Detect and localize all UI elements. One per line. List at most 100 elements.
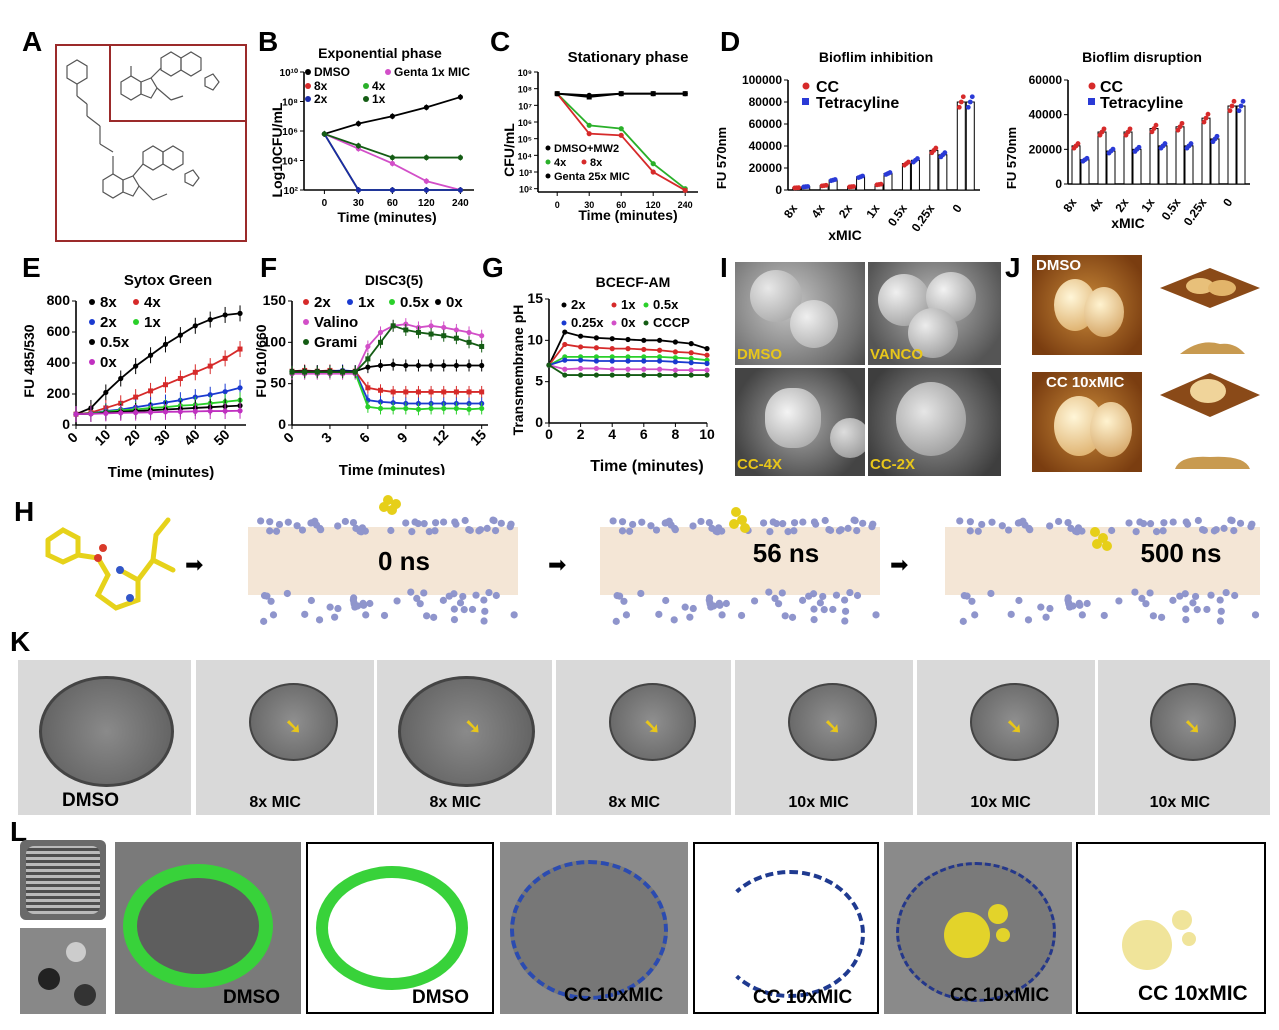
lipid-head xyxy=(1216,617,1225,625)
legend-marker xyxy=(1088,82,1096,90)
lipid-head xyxy=(1149,612,1157,620)
disc35-chart: DISC3(5) FU 610/660 Time (minutes) 15010… xyxy=(253,272,489,475)
legend-label: 8x xyxy=(314,79,328,93)
lipid-head xyxy=(1054,517,1063,526)
x-tick-label: 6 xyxy=(356,429,373,446)
bar-point xyxy=(1238,103,1244,109)
data-point xyxy=(390,389,396,395)
sem-image-cc-2x: CC-2X xyxy=(868,368,1001,476)
legend-marker xyxy=(545,173,551,179)
sim-time-0ns: 0 ns xyxy=(378,546,430,576)
y-tick-label: 10 xyxy=(527,331,543,347)
data-point xyxy=(657,354,663,360)
data-point xyxy=(415,406,422,412)
legend-label: Genta 1x MIC xyxy=(394,65,470,79)
x-tick-label: 9 xyxy=(394,429,411,446)
lipid-head xyxy=(266,518,274,526)
lipid-head xyxy=(1193,606,1201,614)
data-point xyxy=(441,333,447,339)
lipid-head xyxy=(1007,610,1015,618)
tem-image-6: ➘ 10x MIC xyxy=(917,660,1095,815)
data-point xyxy=(207,363,213,369)
y-tick-label: 0 xyxy=(1055,177,1062,191)
lipid-head xyxy=(283,589,291,598)
data-point xyxy=(377,329,384,336)
data-point xyxy=(657,347,663,353)
bar xyxy=(956,101,966,191)
cryo-label-cc-1: CC 10xMIC xyxy=(564,985,664,1006)
lipid-head xyxy=(612,617,620,625)
lipid-head xyxy=(425,528,433,536)
data-point xyxy=(389,113,395,119)
data-point xyxy=(377,362,384,369)
data-point xyxy=(423,154,429,161)
data-point xyxy=(657,337,663,343)
lipid-head xyxy=(1014,519,1022,527)
y-tick-label: 10⁹ xyxy=(518,68,532,78)
data-point xyxy=(578,333,584,339)
y-tick-label: 60000 xyxy=(749,117,783,131)
y-tick-label: 10⁶ xyxy=(282,127,298,138)
lipid-head xyxy=(476,526,485,534)
legend-marker xyxy=(611,302,617,308)
bar-point xyxy=(1205,111,1211,117)
lipid-head xyxy=(489,516,497,524)
lipid-head xyxy=(460,606,468,614)
lipid-head xyxy=(1176,592,1184,600)
data-point xyxy=(192,369,198,375)
y-tick-label: 80000 xyxy=(749,95,783,109)
data-point xyxy=(688,367,694,373)
lipid-head xyxy=(351,603,359,611)
legend-label: Grami xyxy=(314,334,357,351)
afm-image-dmso: DMSO xyxy=(1032,255,1142,355)
sem-image-vanco: VANCO xyxy=(868,262,1001,365)
bar-point xyxy=(805,184,811,189)
data-point xyxy=(355,121,361,127)
legend-label: 0.5x xyxy=(653,297,679,312)
lipid-head xyxy=(298,526,307,534)
data-point xyxy=(688,372,694,378)
data-point xyxy=(73,411,79,417)
lipid-head xyxy=(349,518,358,527)
data-point xyxy=(237,408,243,414)
data-point xyxy=(688,341,694,347)
chart-b-ylabel: Log10CFU/mL xyxy=(269,102,285,197)
cell xyxy=(249,683,339,761)
legend-label: Tetracyline xyxy=(816,95,899,112)
data-point xyxy=(641,366,647,372)
arrow-icon-2: ➡ xyxy=(548,552,567,577)
panel-label-a: A xyxy=(22,26,43,57)
x-tick-label: 120 xyxy=(646,200,661,210)
legend-marker xyxy=(561,302,567,308)
x-tick-label: 0 xyxy=(555,200,560,210)
panel-label-k: K xyxy=(10,626,31,657)
cryo-label-dmso-1: DMSO xyxy=(223,987,280,1008)
data-point xyxy=(578,372,584,378)
bar xyxy=(1236,105,1246,185)
data-point xyxy=(428,331,434,337)
data-point xyxy=(672,349,678,355)
bar xyxy=(1175,126,1185,185)
data-point xyxy=(641,354,647,360)
lipid-head xyxy=(1075,599,1083,607)
panel-label-l: L xyxy=(10,816,28,847)
lipid-head xyxy=(1159,527,1167,535)
sem-label-cc-4x: CC-4X xyxy=(737,456,783,473)
data-point xyxy=(103,410,109,416)
data-point xyxy=(378,387,384,393)
data-point xyxy=(103,389,109,396)
lipid-head xyxy=(622,611,631,619)
arrow-icon: ➘ xyxy=(464,716,482,739)
lipid-head xyxy=(307,519,315,527)
lipid-head xyxy=(671,526,679,534)
lipid-head xyxy=(1216,596,1224,604)
sim-time-500ns: 500 ns xyxy=(1141,538,1222,568)
lipid-head xyxy=(799,596,807,604)
data-point xyxy=(641,337,647,343)
data-point xyxy=(415,389,421,395)
afm-3d-dmso xyxy=(1155,268,1265,354)
bar-point xyxy=(915,156,920,161)
data-point xyxy=(479,333,485,339)
lipid-head xyxy=(737,611,746,620)
y-tick-label: 10⁶ xyxy=(518,118,532,128)
